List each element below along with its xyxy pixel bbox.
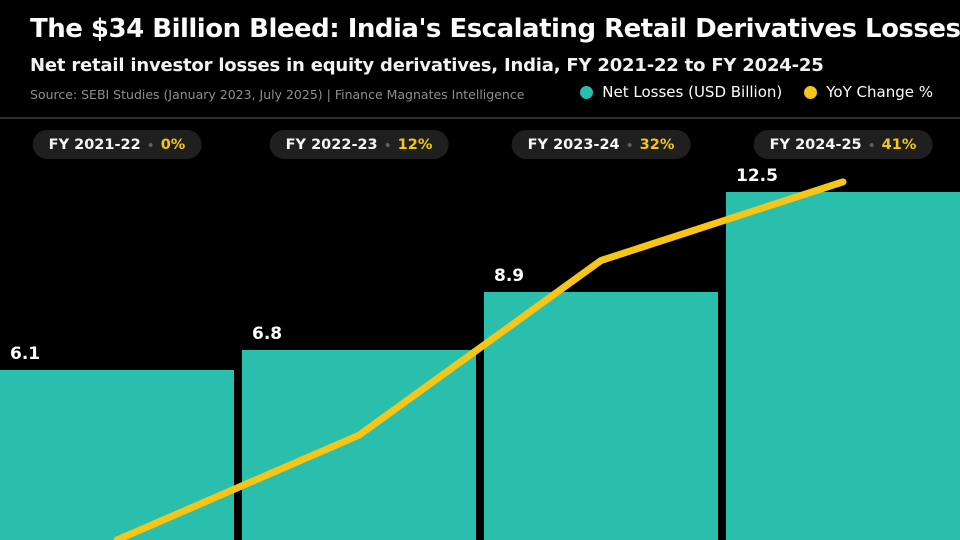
- legend-label: YoY Change %: [826, 83, 933, 101]
- category-chip-fy-2021-22: FY 2021-22 0%: [32, 130, 202, 159]
- bar-value-label: 8.9: [494, 265, 525, 286]
- header: The $34 Billion Bleed: India's Escalatin…: [0, 0, 960, 118]
- dot-separator-icon: [385, 142, 390, 147]
- chip-percent-label: 32%: [639, 136, 675, 153]
- bar-value-label: 6.8: [252, 324, 283, 345]
- chip-percent-label: 0%: [160, 136, 186, 153]
- chip-year-label: FY 2024-25: [769, 136, 862, 153]
- yellow-dot-icon: [804, 85, 818, 99]
- bar-fy-2024-25: [726, 191, 960, 540]
- chip-year-label: FY 2023-24: [527, 136, 620, 153]
- chip-percent-label: 12%: [397, 136, 433, 153]
- teal-dot-icon: [580, 85, 594, 99]
- bar-value-label: 12.5: [736, 165, 778, 186]
- category-chip-fy-2024-25: FY 2024-25 41%: [753, 130, 933, 159]
- legend-item-yoy-change: YoY Change %: [804, 83, 933, 101]
- bar-fy-2021-22: [0, 369, 234, 540]
- chip-year-label: FY 2021-22: [48, 136, 141, 153]
- legend-item-net-losses: Net Losses (USD Billion): [580, 83, 782, 101]
- dot-separator-icon: [869, 142, 874, 147]
- page-title: The $34 Billion Bleed: India's Escalatin…: [30, 14, 960, 44]
- bar-fy-2022-23: [242, 350, 476, 540]
- category-chip-fy-2022-23: FY 2022-23 12%: [269, 130, 449, 159]
- page-subtitle: Net retail investor losses in equity der…: [30, 55, 824, 76]
- chip-year-label: FY 2022-23: [285, 136, 378, 153]
- category-chip-fy-2023-24: FY 2023-24 32%: [511, 130, 691, 159]
- legend-label: Net Losses (USD Billion): [602, 83, 783, 101]
- chip-percent-label: 41%: [881, 136, 917, 153]
- bar-fy-2023-24: [484, 291, 718, 540]
- bar-value-label: 6.1: [10, 343, 41, 364]
- legend: Net Losses (USD Billion) YoY Change %: [580, 83, 933, 101]
- chart-area: 6.1 FY 2021-22 0% 6.8 FY 2022-23 12% 8.9 FY 202…: [0, 119, 960, 540]
- source-attribution: Source: SEBI Studies (January 2023, July…: [30, 87, 525, 102]
- dot-separator-icon: [627, 142, 632, 147]
- header-divider: [0, 117, 960, 119]
- dot-separator-icon: [148, 142, 153, 147]
